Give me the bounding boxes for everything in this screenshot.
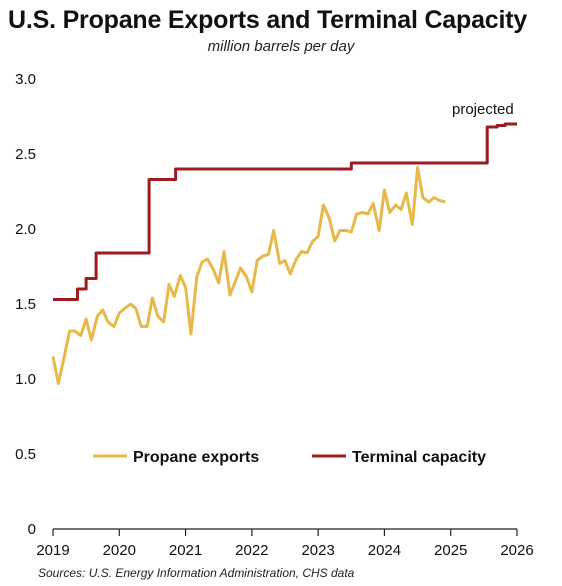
y-tick-label: 1.0 — [15, 371, 36, 388]
x-tick-label: 2022 — [235, 542, 268, 559]
legend-label-propane-exports: Propane exports — [133, 449, 259, 466]
x-tick-label: 2024 — [368, 542, 401, 559]
y-tick-label: 0.5 — [15, 446, 36, 463]
legend-label-terminal-capacity: Terminal capacity — [352, 449, 486, 466]
chart-subtitle: million barrels per day — [207, 38, 355, 55]
projected-annotation: projected — [452, 101, 514, 118]
y-tick-label: 1.5 — [15, 296, 36, 313]
y-tick-label: 2.5 — [15, 146, 36, 163]
series-layer — [51, 122, 517, 385]
y-axis: 0 0.5 1.0 1.5 2.0 2.5 3.0 — [15, 71, 36, 538]
legend: Propane exports Terminal capacity — [93, 449, 486, 466]
x-tick-label: 2023 — [301, 542, 334, 559]
chart-plot: 0 0.5 1.0 1.5 2.0 2.5 3.0 2019 2020 2021 2022 2023… — [15, 71, 534, 559]
series-line-terminal-capacity — [53, 122, 517, 301]
x-tick-label: 2021 — [169, 542, 202, 559]
chart-source: Sources: U.S. Energy Information Adminis… — [38, 566, 355, 580]
x-tick-label: 2019 — [36, 542, 69, 559]
y-tick-label: 3.0 — [15, 71, 36, 88]
y-tick-label: 2.0 — [15, 221, 36, 238]
x-axis: 2019 2020 2021 2022 2023 2024 2025 2026 — [36, 529, 534, 559]
chart-title: U.S. Propane Exports and Terminal Capaci… — [8, 6, 528, 34]
x-tick-label: 2025 — [434, 542, 467, 559]
x-tick-label: 2020 — [103, 542, 136, 559]
y-tick-label: 0 — [28, 521, 36, 538]
x-tick-label: 2026 — [500, 542, 533, 559]
series-line-propane-exports — [51, 166, 446, 385]
